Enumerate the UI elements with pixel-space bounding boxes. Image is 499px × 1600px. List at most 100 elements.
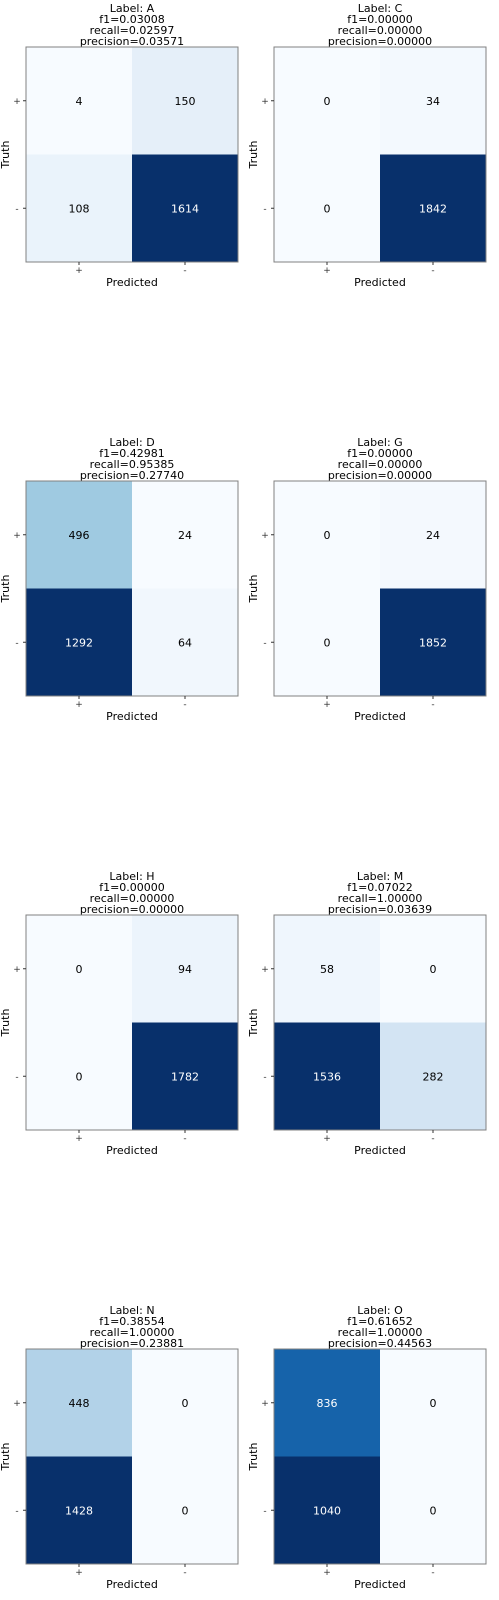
y-tick-label: + (261, 965, 269, 975)
plot-frame (25, 46, 239, 263)
matrix-cell (274, 1022, 380, 1130)
confusion-panel-m: Label: Mf1=0.07022recall=1.00000precisio… (247, 870, 487, 1157)
y-tick-label: + (13, 965, 21, 975)
plot-frame (25, 1348, 239, 1565)
confusion-panel-h: Label: Hf1=0.00000recall=0.00000precisio… (0, 870, 239, 1157)
y-tick-label: - (263, 1506, 266, 1516)
confusion-panel-g: Label: Gf1=0.00000recall=0.00000precisio… (247, 436, 487, 723)
x-tick-label: + (75, 1134, 83, 1144)
panel-title-f1: f1=0.00000 (347, 447, 413, 460)
y-tick-label: + (13, 1399, 21, 1409)
matrix-cell (274, 588, 380, 696)
cell-value: 0 (324, 202, 331, 215)
matrix-cell (380, 1456, 486, 1564)
plot-frame (273, 480, 487, 697)
matrix-cell (26, 1022, 132, 1130)
x-tick-label: - (183, 1134, 186, 1144)
cell-value: 150 (175, 95, 196, 108)
panel-title-f1: f1=0.42981 (99, 447, 165, 460)
panel-title-f1: f1=0.03008 (99, 13, 165, 26)
cell-value: 64 (178, 636, 192, 649)
matrix-cell (380, 1022, 486, 1130)
x-axis-label: Predicted (354, 710, 406, 723)
matrix-cell (380, 481, 486, 589)
x-tick-label: - (431, 700, 434, 710)
cell-value: 108 (69, 202, 90, 215)
panel-title-recall: recall=0.95385 (90, 458, 175, 471)
matrix-cell (132, 588, 238, 696)
x-tick-label: - (431, 1134, 434, 1144)
x-axis-label: Predicted (106, 1578, 158, 1591)
matrix-cell (380, 154, 486, 262)
panel-title-recall: recall=1.00000 (90, 1326, 175, 1339)
x-tick-label: + (323, 1568, 331, 1578)
x-tick-label: - (183, 700, 186, 710)
cell-value: 0 (430, 1504, 437, 1517)
matrix-cell (380, 47, 486, 155)
y-tick-label: + (13, 97, 21, 107)
panel-title-f1: f1=0.61652 (347, 1315, 413, 1328)
y-axis-label: Truth (247, 575, 260, 604)
matrix-cell (274, 915, 380, 1023)
panel-title-f1: f1=0.07022 (347, 881, 413, 894)
y-axis-label: Truth (0, 1443, 12, 1472)
cell-value: 1842 (419, 202, 447, 215)
cell-value: 1614 (171, 202, 199, 215)
matrix-cell (274, 481, 380, 589)
cell-value: 0 (430, 1397, 437, 1410)
matrix-cell (26, 481, 132, 589)
y-tick-label: - (263, 638, 266, 648)
cell-value: 448 (69, 1397, 90, 1410)
x-axis-label: Predicted (354, 1578, 406, 1591)
x-tick-label: + (323, 266, 331, 276)
panel-title-precision: precision=0.03571 (80, 35, 184, 48)
panel-title-recall: recall=0.02597 (90, 24, 175, 37)
panel-title-label: Label: G (357, 436, 402, 449)
matrix-cell (132, 1456, 238, 1564)
matrix-cell (274, 1349, 380, 1457)
panel-title-precision: precision=0.00000 (328, 35, 432, 48)
cell-value: 1536 (313, 1070, 341, 1083)
matrix-cell (380, 1349, 486, 1457)
y-axis-label: Truth (0, 1009, 12, 1038)
cell-value: 1292 (65, 636, 93, 649)
y-tick-label: - (263, 204, 266, 214)
confusion-panel-c: Label: Cf1=0.00000recall=0.00000precisio… (247, 2, 487, 289)
matrix-cell (26, 1456, 132, 1564)
matrix-cell (274, 1456, 380, 1564)
y-axis-label: Truth (247, 1443, 260, 1472)
cell-value: 0 (324, 529, 331, 542)
matrix-cell (132, 154, 238, 262)
x-axis-label: Predicted (106, 710, 158, 723)
panel-title-label: Label: M (357, 870, 403, 883)
plot-frame (25, 914, 239, 1131)
matrix-cell (380, 588, 486, 696)
matrix-cell (274, 154, 380, 262)
matrix-cell (274, 47, 380, 155)
panel-title-f1: f1=0.38554 (99, 1315, 165, 1328)
cell-value: 24 (178, 529, 192, 542)
plot-frame (273, 914, 487, 1131)
y-tick-label: - (15, 1506, 18, 1516)
y-tick-label: - (263, 1072, 266, 1082)
matrix-cell (26, 588, 132, 696)
panel-title-f1: f1=0.00000 (99, 881, 165, 894)
x-tick-label: - (183, 1568, 186, 1578)
cell-value: 58 (320, 963, 334, 976)
panel-title-label: Label: H (109, 870, 154, 883)
panel-title-precision: precision=0.27740 (80, 469, 184, 482)
cell-value: 94 (178, 963, 192, 976)
panel-title-recall: recall=0.00000 (90, 892, 175, 905)
panel-title-label: Label: O (357, 1304, 403, 1317)
panel-title-precision: precision=0.00000 (80, 903, 184, 916)
x-tick-label: + (323, 700, 331, 710)
cell-value: 0 (76, 1070, 83, 1083)
x-tick-label: - (183, 266, 186, 276)
y-tick-label: - (15, 1072, 18, 1082)
panel-title-precision: precision=0.44563 (328, 1337, 432, 1350)
cell-value: 0 (430, 963, 437, 976)
cell-value: 836 (317, 1397, 338, 1410)
x-tick-label: + (75, 1568, 83, 1578)
y-tick-label: + (261, 1399, 269, 1409)
